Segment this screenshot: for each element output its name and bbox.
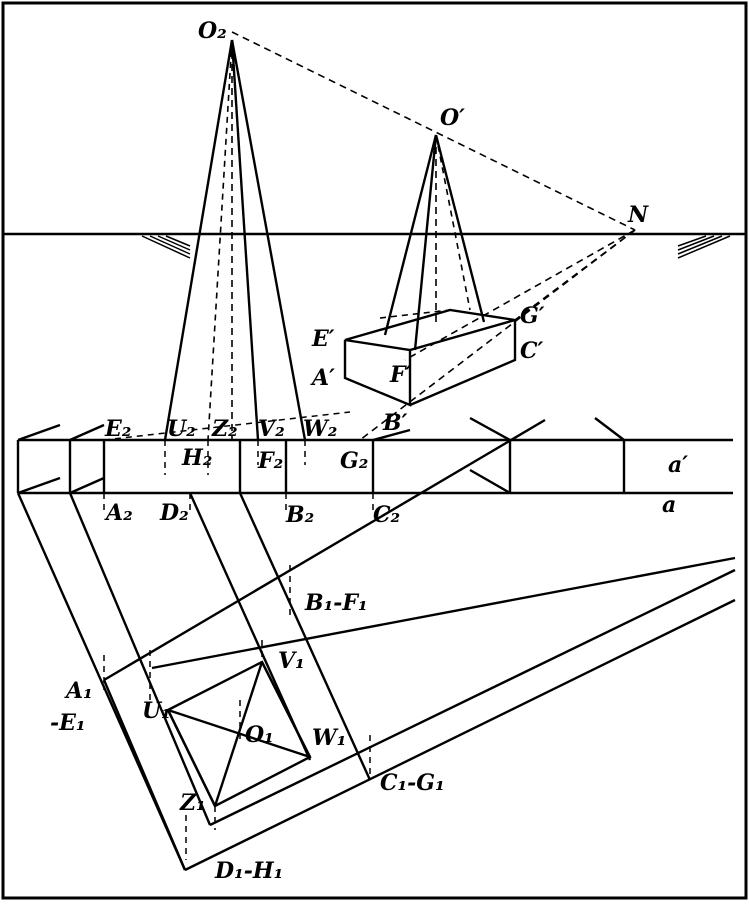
horizon-hatch-right: [677, 235, 731, 259]
label-d2: D₂: [159, 500, 189, 526]
label-o-prime: O′: [440, 105, 465, 131]
label-f-prime: F′: [389, 362, 412, 388]
label-b2: B₂: [285, 502, 314, 528]
label-z1: Z₁: [179, 790, 206, 816]
pyramid-o-prime: [383, 134, 486, 351]
label-g2: G₂: [340, 448, 368, 474]
prism-block: [343, 308, 517, 407]
label-v1: V₁: [278, 648, 305, 674]
label-e2: E₂: [104, 416, 131, 442]
vanishing-lines: [231, 31, 636, 441]
label-a1: A₁: [64, 678, 93, 704]
label-c-prime: C′: [520, 338, 544, 364]
label-u1: U₁: [142, 698, 171, 724]
label-o1: O₁: [245, 722, 274, 748]
label-u2: U₂: [167, 416, 196, 442]
label-v2: V₂: [258, 416, 285, 442]
label-h2: H₂: [181, 445, 212, 471]
label-n: N: [627, 202, 649, 228]
label-d1-h1: D₁-H₁: [214, 858, 283, 884]
plan-view: [16, 418, 736, 872]
label-e1: -E₁: [50, 710, 86, 736]
plan-dashed: [103, 565, 371, 860]
label-w1: W₁: [312, 725, 346, 751]
label-b1-f1: B₁-F₁: [304, 590, 368, 616]
pyramid-o2: [163, 39, 307, 441]
label-z2: Z₂: [211, 416, 238, 442]
label-b-prime: B′: [382, 410, 408, 436]
label-a-lower: a: [662, 492, 676, 518]
label-g-prime: G′: [520, 303, 545, 329]
label-a2: A₂: [104, 500, 133, 526]
ground-band: [16, 416, 733, 495]
label-c2: C₂: [373, 502, 400, 528]
label-c1-g1: C₁-G₁: [380, 770, 445, 796]
label-w2: W₂: [303, 416, 337, 442]
label-a-prime: A′: [310, 365, 335, 391]
label-a-prime-lower: a′: [668, 452, 688, 478]
label-e-prime: E′: [311, 326, 335, 352]
label-o2: O₂: [198, 18, 227, 44]
label-f2: F₂: [257, 448, 283, 474]
horizon-hatch-left: [141, 235, 191, 259]
